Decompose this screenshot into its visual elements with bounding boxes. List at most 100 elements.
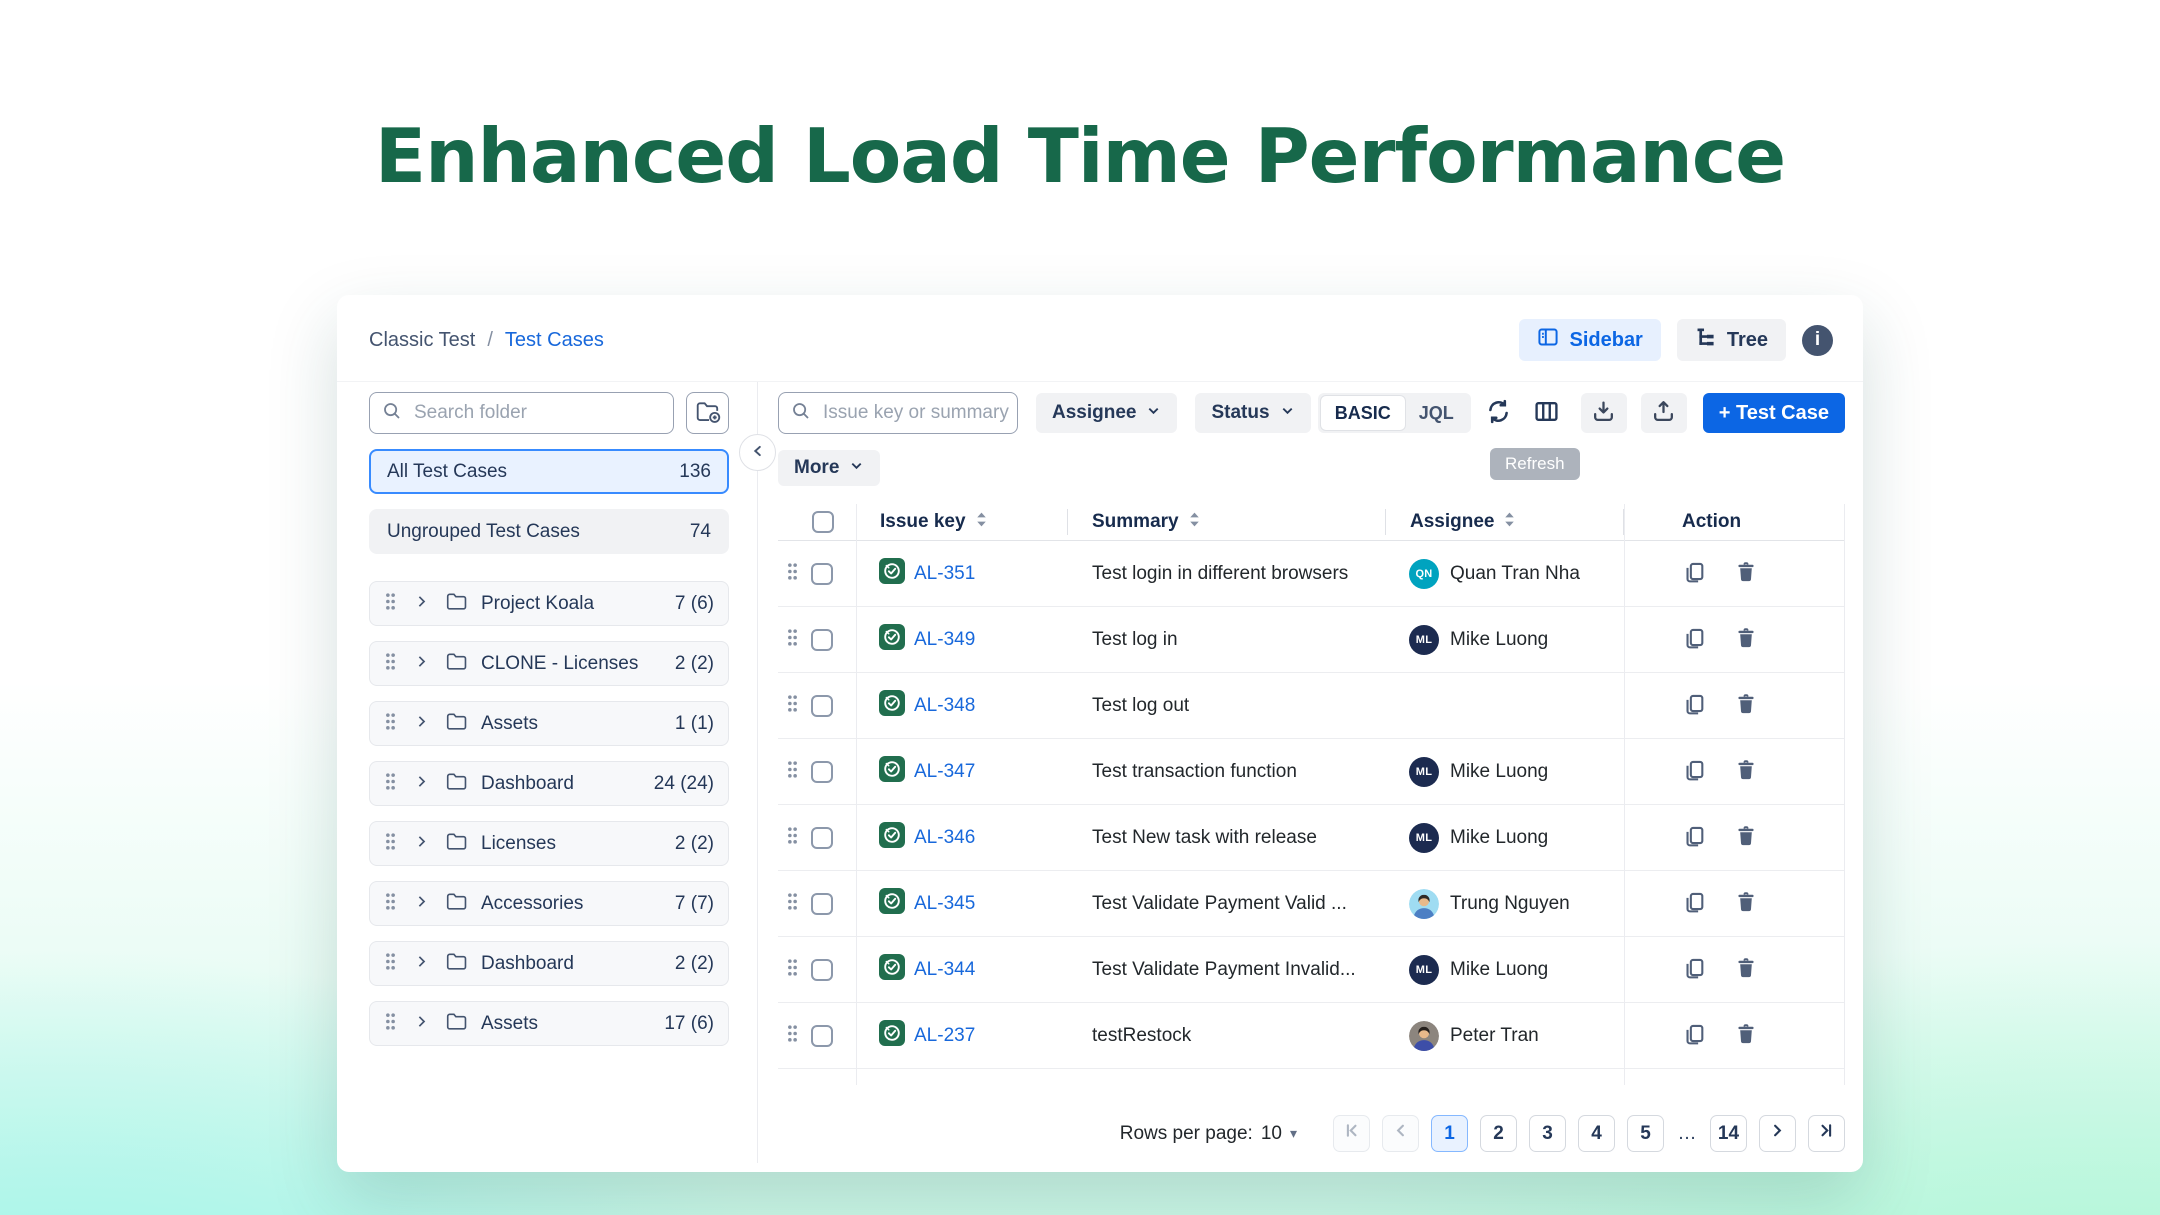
drag-handle-icon[interactable] [786,628,799,652]
folder-item[interactable]: Assets 17 (6) [369,1001,729,1046]
folder-search-input[interactable] [412,401,661,425]
row-checkbox[interactable] [811,562,833,585]
row-checkbox[interactable] [811,628,833,651]
clone-test-case-button[interactable] [1682,758,1707,786]
clone-test-case-button[interactable] [1682,1022,1707,1050]
rows-per-page-select[interactable]: Rows per page: 10 ▾ [1120,1123,1297,1145]
chevron-right-icon[interactable] [413,593,430,615]
sidebar-item-ungrouped-test-cases[interactable]: Ungrouped Test Cases 74 [369,509,729,554]
drag-handle-icon[interactable] [786,1024,799,1048]
sort-icon[interactable] [1503,511,1516,534]
refresh-button[interactable] [1479,393,1519,433]
drag-handle-icon[interactable] [384,652,397,676]
row-checkbox[interactable] [811,760,833,783]
issue-key-link[interactable]: AL-345 [914,892,976,914]
more-button[interactable]: More [778,450,881,486]
drag-handle-icon[interactable] [786,562,799,586]
page-button-1[interactable]: 1 [1431,1115,1468,1152]
previous-page-button[interactable] [1382,1115,1419,1152]
chevron-right-icon[interactable] [413,953,430,975]
drag-handle-icon[interactable] [786,760,799,784]
page-button-5[interactable]: 5 [1627,1115,1664,1152]
clone-test-case-button[interactable] [1682,890,1707,918]
clone-test-case-button[interactable] [1682,626,1707,654]
row-checkbox[interactable] [811,1024,833,1047]
mode-basic-tab[interactable]: BASIC [1320,396,1405,430]
issue-key-link[interactable]: AL-349 [914,628,976,650]
delete-test-case-button[interactable] [1734,890,1758,917]
info-icon[interactable]: i [1802,324,1833,356]
delete-test-case-button[interactable] [1734,626,1758,653]
drag-handle-icon[interactable] [384,592,397,616]
issue-key-link[interactable]: AL-237 [914,1024,976,1046]
chevron-right-icon[interactable] [413,773,430,795]
chevron-right-icon[interactable] [413,1013,430,1035]
folder-item[interactable]: Licenses 2 (2) [369,821,729,866]
delete-test-case-button[interactable] [1734,824,1758,851]
issue-key-link[interactable]: AL-344 [914,958,976,980]
row-checkbox[interactable] [811,694,833,717]
delete-test-case-button[interactable] [1734,758,1758,785]
drag-handle-icon[interactable] [786,694,799,718]
next-page-button[interactable] [1759,1115,1796,1152]
folder-item[interactable]: Assets 1 (1) [369,701,729,746]
drag-handle-icon[interactable] [384,772,397,796]
delete-test-case-button[interactable] [1734,560,1758,587]
delete-test-case-button[interactable] [1734,956,1758,983]
page-button-14[interactable]: 14 [1710,1115,1747,1152]
row-checkbox[interactable] [811,958,833,981]
clone-test-case-button[interactable] [1682,560,1707,588]
folder-item[interactable]: Dashboard 2 (2) [369,941,729,986]
breadcrumb-current[interactable]: Test Cases [504,328,604,351]
column-issue-key[interactable]: Issue key [880,511,966,532]
drag-handle-icon[interactable] [384,712,397,736]
export-button[interactable] [1640,393,1687,433]
add-folder-button[interactable] [686,392,729,434]
status-filter-button[interactable]: Status [1195,393,1311,433]
clone-test-case-button[interactable] [1682,824,1707,852]
import-button[interactable] [1580,393,1627,433]
folder-item[interactable]: Dashboard 24 (24) [369,761,729,806]
last-page-button[interactable] [1808,1115,1845,1152]
issue-key-link[interactable]: AL-348 [914,694,976,716]
first-page-button[interactable] [1333,1115,1370,1152]
chevron-right-icon[interactable] [413,653,430,675]
issue-search-input[interactable] [821,401,1070,425]
tree-view-button[interactable]: Tree [1676,319,1786,361]
select-all-checkbox[interactable] [812,511,834,533]
add-test-case-button[interactable]: + Test Case [1702,393,1845,433]
delete-test-case-button[interactable] [1734,692,1758,719]
folder-item[interactable]: CLONE - Licenses 2 (2) [369,641,729,686]
column-summary[interactable]: Summary [1092,511,1179,532]
page-button-3[interactable]: 3 [1529,1115,1566,1152]
sidebar-item-all-test-cases[interactable]: All Test Cases 136 [369,449,729,494]
issue-key-link[interactable]: AL-347 [914,760,976,782]
page-button-2[interactable]: 2 [1480,1115,1517,1152]
drag-handle-icon[interactable] [786,958,799,982]
delete-test-case-button[interactable] [1734,1022,1758,1049]
column-assignee[interactable]: Assignee [1410,511,1495,532]
chevron-right-icon[interactable] [413,833,430,855]
drag-handle-icon[interactable] [786,826,799,850]
folder-item[interactable]: Accessories 7 (7) [369,881,729,926]
collapse-sidebar-button[interactable] [739,434,776,471]
drag-handle-icon[interactable] [786,892,799,916]
sort-icon[interactable] [1188,511,1201,534]
sidebar-view-button[interactable]: Sidebar [1519,319,1661,361]
drag-handle-icon[interactable] [384,892,397,916]
drag-handle-icon[interactable] [384,832,397,856]
chevron-right-icon[interactable] [413,893,430,915]
clone-test-case-button[interactable] [1682,692,1707,720]
breadcrumb-project[interactable]: Classic Test [369,328,476,351]
page-button-4[interactable]: 4 [1578,1115,1615,1152]
row-checkbox[interactable] [811,892,833,915]
issue-key-link[interactable]: AL-351 [914,562,976,584]
columns-button[interactable] [1527,393,1567,433]
clone-test-case-button[interactable] [1682,956,1707,984]
drag-handle-icon[interactable] [384,952,397,976]
chevron-right-icon[interactable] [413,713,430,735]
row-checkbox[interactable] [811,826,833,849]
folder-item[interactable]: Project Koala 7 (6) [369,581,729,626]
assignee-filter-button[interactable]: Assignee [1036,393,1178,433]
issue-key-link[interactable]: AL-346 [914,826,976,848]
